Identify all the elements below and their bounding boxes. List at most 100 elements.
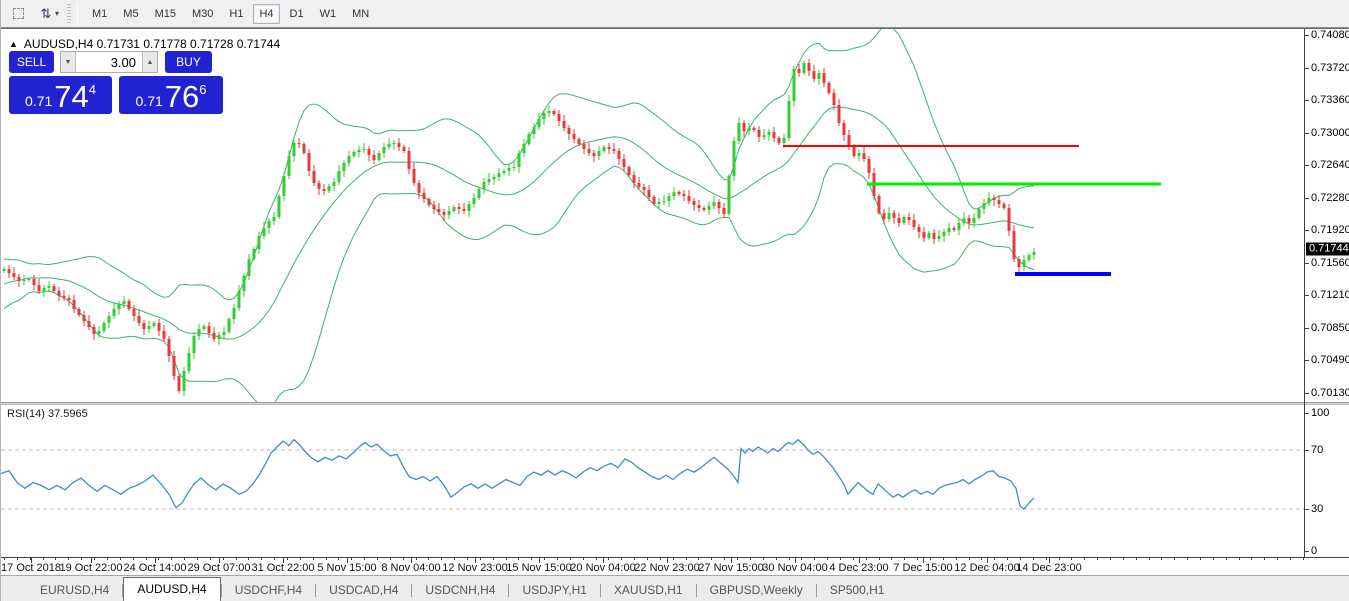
candle-bearish <box>1002 204 1006 208</box>
candle-bullish <box>972 218 976 223</box>
candle-bearish <box>562 121 566 128</box>
candle-bullish <box>247 259 251 276</box>
candle-bearish <box>307 153 311 171</box>
time-axis-major-tick <box>603 558 604 563</box>
candle-bearish <box>12 273 16 277</box>
candlestick-chart[interactable] <box>1 29 1304 402</box>
chart-tab-usdchf-h4[interactable]: USDCHF,H4 <box>234 583 303 597</box>
time-axis-label: 30 Nov 04:00 <box>762 562 828 574</box>
price-axis-tick <box>1305 230 1309 231</box>
timeframe-button-m1[interactable]: M1 <box>92 7 108 20</box>
candle-bearish <box>577 139 581 144</box>
candle-bullish <box>487 179 491 182</box>
candle-bullish <box>357 150 361 152</box>
time-axis-minor-tick <box>261 558 263 560</box>
sell-button[interactable]: SELL <box>9 51 54 73</box>
tile-windows-caret-icon[interactable]: ▾ <box>55 9 60 18</box>
chart-tab-usdcad-h4[interactable]: USDCAD,H4 <box>329 583 399 597</box>
buy-button[interactable]: BUY <box>165 51 212 73</box>
candle-bullish <box>657 202 661 204</box>
timeframe-button-m5[interactable]: M5 <box>123 7 139 20</box>
time-axis-minor-tick <box>569 558 571 560</box>
price-chart-pane[interactable] <box>1 29 1304 402</box>
candle-bullish <box>942 232 946 236</box>
candle-bullish <box>802 63 806 73</box>
candle-bearish <box>137 316 141 323</box>
chart-tab-usdcnh-h4[interactable]: USDCNH,H4 <box>425 583 496 597</box>
time-axis-minor-tick <box>1225 558 1227 560</box>
chart-tab-sp500-h1[interactable]: SP500,H1 <box>829 583 885 597</box>
rsi-axis-label: 0 <box>1311 545 1318 557</box>
candle-bullish <box>522 144 526 153</box>
candle-bearish <box>167 339 171 356</box>
candle-bullish <box>262 228 266 236</box>
time-axis-minor-tick <box>1161 558 1163 560</box>
buy-price-quote[interactable]: 0.71 76 6 <box>119 76 223 114</box>
candle-bullish <box>482 182 486 189</box>
rsi-axis-tick <box>1305 413 1309 414</box>
rsi-chart[interactable] <box>1 405 1304 557</box>
candle-bullish <box>667 196 671 201</box>
candle-bearish <box>572 134 576 139</box>
candle-bullish <box>537 119 541 127</box>
volume-increase-icon[interactable]: ▲ <box>142 52 157 72</box>
timeframe-button-m30[interactable]: M30 <box>191 7 214 20</box>
rsi-line <box>1 438 1035 510</box>
tile-windows-icon[interactable]: ⇅ <box>40 5 52 21</box>
time-axis-minor-tick <box>955 558 957 560</box>
chart-tab-eurusd-h4[interactable]: EURUSD,H4 <box>40 583 110 597</box>
time-axis-minor-tick <box>1174 558 1176 560</box>
candle-bullish <box>987 198 991 203</box>
candle-bearish <box>402 147 406 151</box>
time-axis-major-tick <box>987 558 988 563</box>
time-axis-minor-tick <box>981 558 983 560</box>
candle-bullish <box>227 319 231 332</box>
time-axis-label: 14 Dec 23:00 <box>1016 562 1082 574</box>
candle-bearish <box>422 193 426 199</box>
pane-splitter[interactable] <box>1 402 1349 405</box>
candle-bullish <box>117 304 121 309</box>
volume-decrease-icon[interactable]: ▼ <box>61 52 76 72</box>
candle-bearish <box>317 183 321 189</box>
time-axis-minor-tick <box>312 558 314 560</box>
time-axis-minor-tick <box>286 558 288 560</box>
time-axis-minor-tick <box>119 558 121 560</box>
time-axis-label: 5 Nov 15:00 <box>317 562 377 574</box>
candle-bullish <box>477 189 481 198</box>
dashed-selection-icon[interactable] <box>7 4 29 24</box>
timeframe-button-d1[interactable]: D1 <box>289 7 304 20</box>
price-axis-tick <box>1305 100 1309 101</box>
time-axis-minor-tick <box>737 558 738 560</box>
candle-bearish <box>72 300 76 309</box>
candle-bullish <box>472 198 476 204</box>
candle-bullish <box>597 151 601 156</box>
timeframe-button-h4[interactable]: H4 <box>253 3 280 24</box>
time-axis-minor-tick <box>1238 558 1240 560</box>
candle-bearish <box>312 171 316 183</box>
timeframe-button-h1[interactable]: H1 <box>229 7 244 20</box>
chart-tab-xauusd-h1[interactable]: XAUUSD,H1 <box>613 583 683 597</box>
timeframe-button-mn[interactable]: MN <box>352 7 370 20</box>
chart-tab-audusd-h4[interactable]: AUDUSD,H4 <box>123 577 221 601</box>
time-axis-minor-tick <box>582 558 584 560</box>
timeframe-button-m15[interactable]: M15 <box>154 7 176 20</box>
chart-tab-usdjpy-h1[interactable]: USDJPY,H1 <box>522 583 587 597</box>
volume-input[interactable]: 3.00 <box>76 52 142 72</box>
tab-separator <box>695 584 697 597</box>
candle-bullish <box>217 335 221 339</box>
chart-tab-gbpusd-weekly[interactable]: GBPUSD,Weekly <box>709 583 803 597</box>
candle-bullish <box>547 111 551 113</box>
candle-bearish <box>32 279 36 285</box>
rsi-indicator-pane[interactable]: RSI(14) 37.5965 <box>1 405 1304 557</box>
candle-bearish <box>442 212 446 215</box>
timeframe-button-w1[interactable]: W1 <box>319 7 337 20</box>
price-axis-tick <box>1305 295 1309 296</box>
time-axis-minor-tick <box>1302 558 1304 560</box>
candle-bullish <box>282 176 286 196</box>
time-axis-minor-tick <box>1019 558 1021 560</box>
collapse-panel-icon[interactable]: ▲ <box>9 39 18 49</box>
sell-price-quote[interactable]: 0.71 74 4 <box>9 76 112 114</box>
candle-bullish <box>222 332 226 335</box>
time-axis-minor-tick <box>145 558 147 560</box>
time-axis-major-tick <box>539 558 540 563</box>
